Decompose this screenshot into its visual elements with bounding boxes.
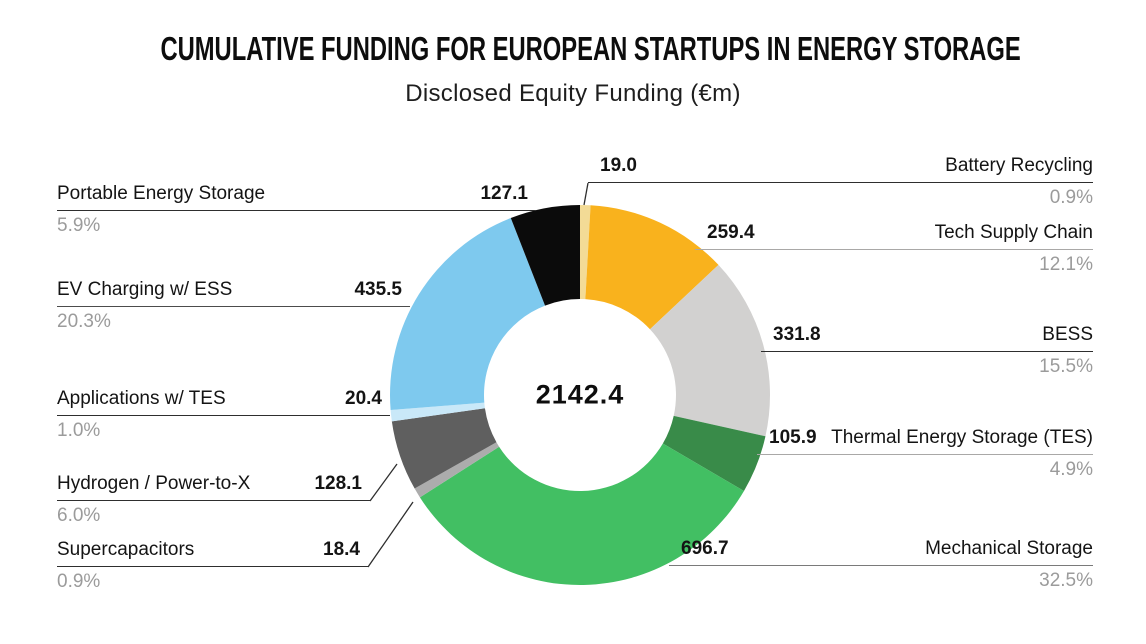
slice-mechanical-storage bbox=[419, 443, 744, 585]
slice-percent: 12.1% bbox=[1039, 254, 1093, 275]
slice-value: 19.0 bbox=[600, 155, 637, 176]
slice-percent: 4.9% bbox=[1049, 459, 1093, 480]
slice-value: 127.1 bbox=[480, 183, 528, 204]
slice-label: EV Charging w/ ESS bbox=[57, 279, 233, 300]
slice-percent: 6.0% bbox=[57, 505, 101, 526]
callout-row: Supercapacitors 18.4 bbox=[57, 539, 368, 567]
slice-label: Applications w/ TES bbox=[57, 388, 226, 409]
slice-percent: 1.0% bbox=[57, 420, 101, 441]
slice-percent: 0.9% bbox=[57, 571, 101, 592]
slice-label: Mechanical Storage bbox=[925, 538, 1093, 559]
slice-value: 435.5 bbox=[354, 279, 402, 300]
slice-label: Battery Recycling bbox=[945, 155, 1093, 176]
slice-label: Hydrogen / Power-to-X bbox=[57, 473, 251, 494]
slice-battery-recycling bbox=[580, 204, 591, 300]
callout-hydrogen-power-to-x: Hydrogen / Power-to-X 128.1 6.0% bbox=[57, 473, 370, 527]
slice-label: BESS bbox=[1042, 324, 1093, 345]
donut-center-total: 2142.4 bbox=[535, 379, 625, 410]
callout-mechanical-storage: 696.7 Mechanical Storage 32.5% bbox=[669, 538, 1093, 592]
callout-row: 696.7 Mechanical Storage bbox=[669, 538, 1093, 566]
slice-bess bbox=[649, 264, 771, 437]
slice-label: Tech Supply Chain bbox=[934, 222, 1093, 243]
callout-portable-energy-storage: Portable Energy Storage 127.1 5.9% bbox=[57, 183, 536, 237]
slice-value: 331.8 bbox=[773, 324, 821, 345]
slice-applications-w-tes bbox=[390, 402, 485, 422]
slice-value: 696.7 bbox=[681, 538, 729, 559]
callout-row: 19.0 Battery Recycling bbox=[588, 155, 1093, 183]
slice-percent: 32.5% bbox=[1039, 570, 1093, 591]
slice-value: 259.4 bbox=[707, 222, 755, 243]
callout-row: 105.9 Thermal Energy Storage (TES) bbox=[757, 427, 1093, 455]
slice-portable-energy-storage bbox=[510, 205, 580, 306]
callout-tech-supply-chain: 259.4 Tech Supply Chain 12.1% bbox=[695, 222, 1093, 276]
slice-thermal-energy-storage bbox=[662, 415, 766, 491]
slice-value: 105.9 bbox=[769, 427, 817, 448]
slice-label: Supercapacitors bbox=[57, 539, 195, 560]
slice-value: 18.4 bbox=[323, 539, 360, 560]
slice-hydrogen-power-to-x bbox=[391, 408, 497, 489]
slice-label: Thermal Energy Storage (TES) bbox=[831, 427, 1093, 448]
leader-line bbox=[367, 501, 414, 568]
callout-row: Applications w/ TES 20.4 bbox=[57, 388, 390, 416]
slice-value: 20.4 bbox=[345, 388, 382, 409]
slice-tech-supply-chain bbox=[585, 205, 719, 330]
callout-bess: 331.8 BESS 15.5% bbox=[761, 324, 1093, 378]
leader-line bbox=[369, 463, 398, 502]
slice-value: 128.1 bbox=[314, 473, 362, 494]
callout-battery-recycling: 19.0 Battery Recycling 0.9% bbox=[588, 155, 1093, 209]
callout-row: EV Charging w/ ESS 435.5 bbox=[57, 279, 410, 307]
slice-percent: 0.9% bbox=[1049, 187, 1093, 208]
chart-subtitle: Disclosed Equity Funding (€m) bbox=[405, 80, 741, 107]
chart-title: CUMULATIVE FUNDING FOR EUROPEAN STARTUPS… bbox=[160, 30, 1021, 67]
slice-label: Portable Energy Storage bbox=[57, 183, 266, 204]
callout-applications-w-tes: Applications w/ TES 20.4 1.0% bbox=[57, 388, 390, 442]
callout-row: Portable Energy Storage 127.1 bbox=[57, 183, 536, 211]
callout-row: 259.4 Tech Supply Chain bbox=[695, 222, 1093, 250]
callout-row: Hydrogen / Power-to-X 128.1 bbox=[57, 473, 370, 501]
slice-percent: 15.5% bbox=[1039, 356, 1093, 377]
callout-ev-charging-w-ess: EV Charging w/ ESS 435.5 20.3% bbox=[57, 279, 410, 333]
leader-line bbox=[583, 182, 589, 206]
slice-percent: 5.9% bbox=[57, 215, 101, 236]
slice-supercapacitors bbox=[414, 442, 500, 498]
slice-ev-charging-w-ess bbox=[390, 218, 546, 411]
callout-row: 331.8 BESS bbox=[761, 324, 1093, 352]
slice-percent: 20.3% bbox=[57, 311, 111, 332]
callout-thermal-energy-storage: 105.9 Thermal Energy Storage (TES) 4.9% bbox=[757, 427, 1093, 481]
callout-supercapacitors: Supercapacitors 18.4 0.9% bbox=[57, 539, 368, 593]
